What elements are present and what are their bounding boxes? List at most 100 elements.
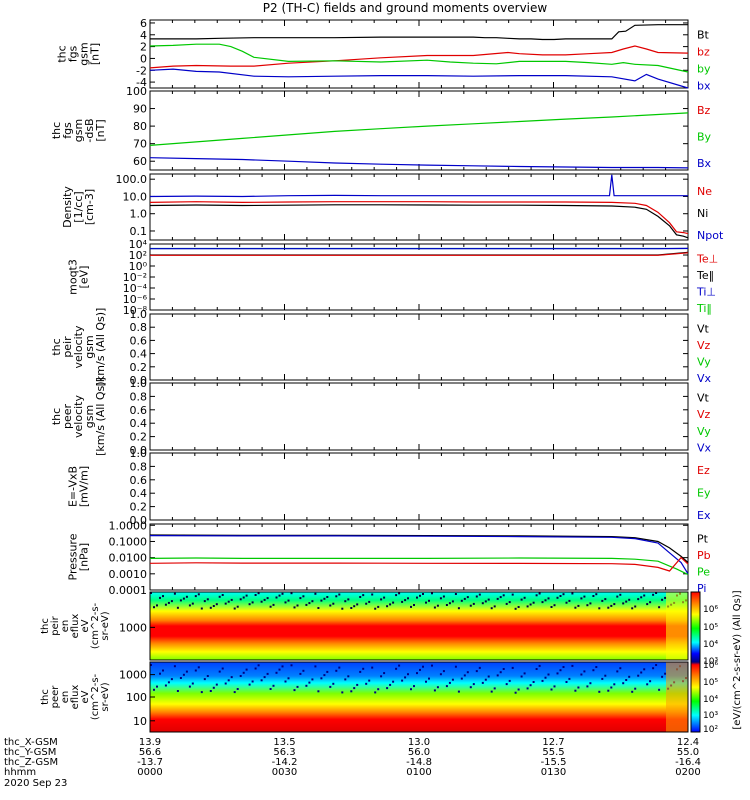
noise-speck	[272, 603, 275, 606]
noise-speck	[505, 683, 508, 686]
noise-speck	[538, 664, 541, 667]
noise-speck	[607, 689, 610, 692]
ytick-label: 0.4	[130, 487, 148, 500]
noise-speck	[610, 686, 613, 689]
xaxis-tick-z_gsm: -14.2	[272, 757, 298, 768]
noise-speck	[299, 597, 302, 600]
noise-speck	[251, 601, 254, 604]
series-line-blue	[149, 174, 688, 198]
noise-speck	[281, 665, 284, 668]
noise-speck	[466, 671, 469, 674]
noise-speck	[508, 601, 511, 604]
noise-speck	[664, 672, 667, 675]
colorbar-tick: 10³	[703, 711, 718, 721]
noise-speck	[185, 670, 188, 673]
noise-speck	[436, 604, 439, 607]
noise-speck	[278, 594, 281, 597]
noise-speck	[344, 678, 347, 681]
noise-speck	[410, 605, 412, 608]
noise-speck	[150, 592, 152, 594]
noise-speck	[475, 595, 478, 598]
panel-frame	[149, 243, 689, 311]
ytick-label: 10⁰	[129, 260, 148, 273]
noise-speck	[200, 691, 203, 694]
noise-speck	[404, 599, 407, 602]
noise-speck	[520, 598, 523, 601]
noise-speck	[416, 672, 418, 675]
noise-speck	[260, 600, 263, 603]
noise-speck	[493, 687, 496, 690]
noise-speck	[305, 684, 308, 687]
series-line-blue	[149, 157, 689, 169]
noise-speck	[191, 602, 194, 605]
noise-speck	[562, 666, 565, 668]
noise-speck	[448, 602, 451, 605]
noise-speck	[523, 596, 526, 599]
colorbar-tick: 10⁵	[703, 623, 718, 633]
noise-speck	[428, 677, 430, 680]
noise-speck	[245, 594, 248, 597]
noise-speck	[368, 679, 371, 682]
ytick-label: 10	[133, 715, 147, 728]
ytick-label: 1.0	[130, 308, 148, 321]
noise-speck	[568, 599, 571, 602]
ytick-label: 10⁻⁴	[123, 282, 148, 295]
noise-speck	[571, 592, 574, 595]
legend-entry: bz	[697, 46, 710, 59]
noise-speck	[359, 670, 362, 673]
legend-entry: Ti⊥	[696, 285, 716, 298]
panel-ylabel: peir	[61, 336, 74, 358]
panel-frame	[149, 591, 689, 661]
noise-speck	[407, 597, 409, 600]
xaxis-tick-y_gsm: 56.3	[273, 747, 295, 758]
noise-speck	[499, 596, 502, 599]
noise-speck	[628, 675, 631, 678]
ytick-label: 10.0	[123, 190, 148, 203]
spectrogram-ylabel: eflux	[70, 614, 81, 639]
colorbar-tick: 10⁴	[703, 695, 718, 705]
noise-speck	[532, 601, 535, 604]
ytick-label: 0.0001	[109, 584, 148, 597]
noise-speck	[383, 596, 386, 599]
noise-speck	[344, 600, 347, 603]
legend-entry: Vy	[697, 425, 711, 438]
noise-speck	[167, 601, 170, 604]
noise-speck	[425, 680, 427, 683]
legend-entry: Bz	[697, 104, 711, 117]
noise-speck	[371, 666, 374, 669]
noise-speck	[550, 606, 553, 608]
noise-speck	[466, 596, 469, 599]
noise-speck	[422, 665, 424, 668]
noise-speck	[538, 592, 541, 595]
noise-speck	[631, 607, 634, 610]
noise-speck	[335, 669, 338, 672]
ytick-label: 6	[140, 17, 147, 30]
noise-speck	[185, 595, 188, 598]
xaxis-tick-hhmm: 0100	[406, 767, 431, 778]
panel-ylabel: thc	[50, 408, 63, 425]
panel-ylabel: [cm-3]	[83, 189, 96, 225]
legend-entry: Ez	[697, 464, 710, 477]
ytick-label: 100.0	[116, 173, 148, 186]
noise-speck	[209, 606, 212, 609]
colorbar-tick: 10⁶	[703, 605, 718, 615]
noise-speck	[439, 597, 442, 600]
legend-entry: Vt	[697, 322, 710, 335]
panel-ylabel: gsm	[83, 335, 96, 358]
noise-speck	[338, 666, 341, 669]
noise-speck	[215, 683, 218, 686]
colorbar-tick: 10⁴	[703, 640, 718, 650]
noise-speck	[514, 607, 517, 610]
spectrogram-ylabel: sr-eV)	[100, 611, 111, 640]
noise-speck	[356, 683, 359, 686]
noise-speck	[502, 668, 505, 670]
noise-speck	[451, 678, 454, 681]
ytick-label: 0.8	[130, 390, 148, 403]
noise-speck	[604, 674, 607, 677]
noise-speck	[571, 664, 574, 667]
noise-speck	[496, 674, 499, 677]
panel-ylabel: Density	[61, 186, 74, 228]
ytick-label: 0.6	[130, 404, 148, 417]
colorbar-label: [eV/(cm^2-s-sr-eV) (All Qs)]	[732, 590, 743, 729]
noise-speck	[550, 688, 553, 691]
